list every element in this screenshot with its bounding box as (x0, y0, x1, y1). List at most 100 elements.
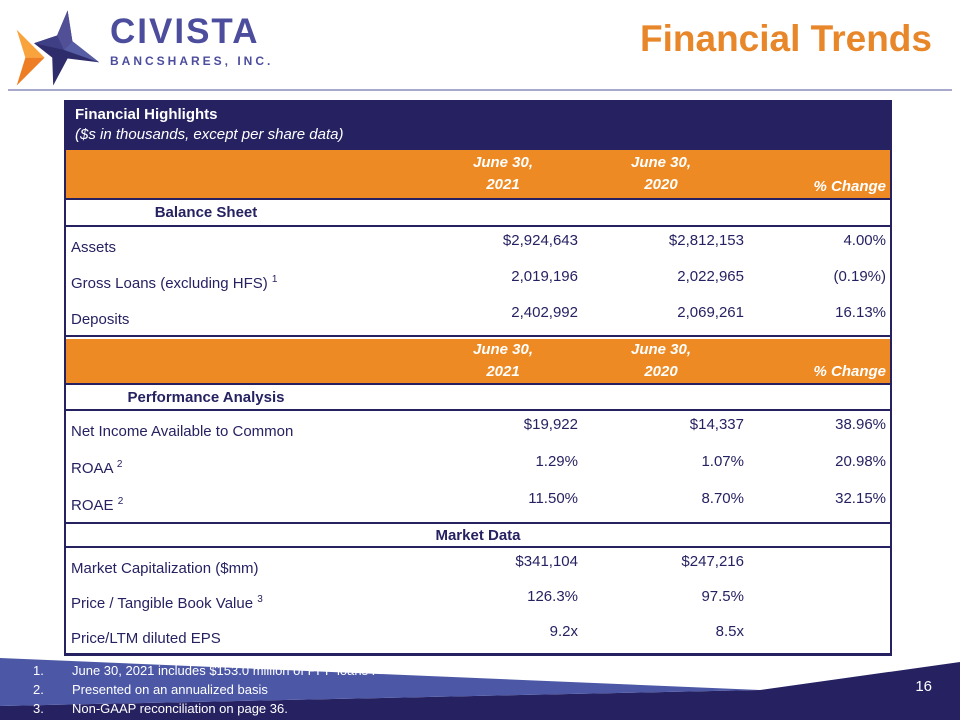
spacer (66, 150, 428, 198)
value-2021: 11.50% (528, 490, 578, 507)
section-header-balance-sheet: Balance Sheet (66, 200, 890, 227)
value-2021: $19,922 (523, 416, 578, 433)
table-row: Price/LTM diluted EPS 9.2x 8.5x (66, 618, 890, 653)
row-label: ROAA 2 (66, 448, 428, 477)
col-header-2021-line1: June 30, (472, 341, 534, 359)
table-title: Financial Highlights (75, 106, 218, 123)
row-label: Market Capitalization ($mm) (66, 548, 428, 577)
col-header-change-label: % Change (813, 363, 886, 380)
row-label-text: Assets (71, 239, 117, 256)
value-2020: 97.5% (701, 588, 744, 605)
page-number: 16 (915, 678, 932, 695)
logo-text: CIVISTA BANCSHARES, INC. (110, 12, 274, 68)
row-label-sup: 1 (271, 274, 278, 285)
row-label-text: Price / Tangible Book Value (71, 595, 254, 612)
col-header-2020: June 30, 2020 (578, 150, 744, 198)
value-change (744, 583, 890, 588)
value-2020: 1.07% (701, 453, 744, 470)
row-label: Price / Tangible Book Value 3 (66, 583, 428, 612)
value-2020: 2,022,965 (677, 268, 744, 285)
value-2021: $2,924,643 (502, 232, 578, 249)
slide-title: Financial Trends (640, 18, 932, 59)
value-2020: 2,069,261 (677, 304, 744, 321)
col-header-2020-line1: June 30, (630, 341, 692, 359)
row-label: Net Income Available to Common (66, 411, 428, 440)
value-2021: $341,104 (515, 553, 578, 570)
col-header-2021-line2: 2021 (486, 176, 520, 193)
spacer (66, 339, 428, 383)
value-change (744, 548, 890, 553)
col-header-change: % Change (744, 339, 890, 383)
row-label: Assets (66, 227, 428, 256)
logo-company-subname: BANCSHARES, INC. (110, 53, 274, 68)
balance-sheet-heading: Balance Sheet (154, 204, 258, 221)
section-header-performance-analysis: Performance Analysis (66, 385, 890, 411)
header-divider (8, 89, 952, 91)
value-2021: 2,019,196 (511, 268, 578, 285)
column-header-band-1: June 30, 2021 June 30, 2020 % Change (66, 150, 890, 200)
footnote-2-text: Presented on an annualized basis (72, 682, 268, 697)
row-label-text: Deposits (71, 311, 130, 328)
col-header-2021: June 30, 2021 (428, 339, 578, 383)
footnote-1-number: 1. (33, 663, 44, 678)
table-row: ROAA 2 1.29% 1.07% 20.98% (66, 448, 890, 485)
value-2021: 1.29% (535, 453, 578, 470)
row-label-sup: 3 (257, 594, 263, 605)
row-label-text: Gross Loans (excluding HFS) (71, 275, 268, 292)
table-row: Deposits 2,402,992 2,069,261 16.13% (66, 299, 890, 335)
footnote-3-text: Non-GAAP reconciliation on page 36. (72, 701, 288, 716)
value-change: 38.96% (835, 416, 886, 433)
col-header-change-label: % Change (813, 178, 886, 195)
value-2020: 8.5x (715, 623, 744, 640)
table-row: Net Income Available to Common $19,922 $… (66, 411, 890, 448)
value-2020: $247,216 (681, 553, 744, 570)
row-label: Price/LTM diluted EPS (66, 618, 428, 647)
table-header-block: Financial Highlights ($s in thousands, e… (66, 100, 890, 150)
row-label: Deposits (66, 299, 428, 328)
footer-swoosh-graphic (0, 656, 960, 720)
section-header-market-data: Market Data (66, 522, 890, 548)
value-change: 4.00% (843, 232, 886, 249)
financial-highlights-table: Financial Highlights ($s in thousands, e… (64, 100, 892, 656)
market-data-heading: Market Data (435, 526, 521, 544)
logo-company-name: CIVISTA (110, 12, 260, 51)
table-row: Gross Loans (excluding HFS) 1 2,019,196 … (66, 263, 890, 299)
value-2020: $14,337 (689, 416, 744, 433)
row-label-sup: 2 (117, 496, 124, 507)
value-change (744, 618, 890, 623)
col-header-change: % Change (744, 150, 890, 198)
col-header-2021-line2: 2021 (486, 363, 520, 380)
footnote-3-number: 3. (33, 701, 44, 716)
value-change: 32.15% (835, 490, 886, 507)
footnote-2-number: 2. (33, 682, 44, 697)
value-2021: 9.2x (549, 623, 578, 640)
slide-footer: 1. June 30, 2021 includes $153.0 million… (0, 656, 960, 720)
col-header-2021: June 30, 2021 (428, 150, 578, 198)
civista-star-icon (16, 10, 100, 86)
row-label: Gross Loans (excluding HFS) 1 (66, 263, 428, 292)
table-row: Price / Tangible Book Value 3 126.3% 97.… (66, 583, 890, 618)
row-label-sup: 2 (116, 459, 123, 470)
row-label-text: Net Income Available to Common (71, 423, 294, 440)
table-row: ROAE 2 11.50% 8.70% 32.15% (66, 485, 890, 522)
value-2020: 8.70% (701, 490, 744, 507)
table-row: Assets $2,924,643 $2,812,153 4.00% (66, 227, 890, 263)
value-change: 20.98% (835, 453, 886, 470)
column-header-band-2: June 30, 2021 June 30, 2020 % Change (66, 339, 890, 385)
company-logo: CIVISTA BANCSHARES, INC. (10, 8, 273, 88)
performance-analysis-heading: Performance Analysis (127, 388, 285, 406)
row-label: ROAE 2 (66, 485, 428, 514)
value-2021: 126.3% (527, 588, 578, 605)
table-subtitle: ($s in thousands, except per share data) (75, 126, 344, 144)
row-label-text: ROAE (71, 497, 114, 514)
row-label-text: Market Capitalization ($mm) (71, 560, 259, 577)
row-label-text: Price/LTM diluted EPS (71, 630, 221, 647)
value-change: 16.13% (835, 304, 886, 321)
col-header-2020: June 30, 2020 (578, 339, 744, 383)
divider-gap (66, 337, 890, 339)
value-2020: $2,812,153 (668, 232, 744, 249)
value-2021: 2,402,992 (511, 304, 578, 321)
col-header-2021-line1: June 30, (472, 154, 534, 172)
table-row: Market Capitalization ($mm) $341,104 $24… (66, 548, 890, 583)
col-header-2020-line2: 2020 (644, 363, 678, 380)
